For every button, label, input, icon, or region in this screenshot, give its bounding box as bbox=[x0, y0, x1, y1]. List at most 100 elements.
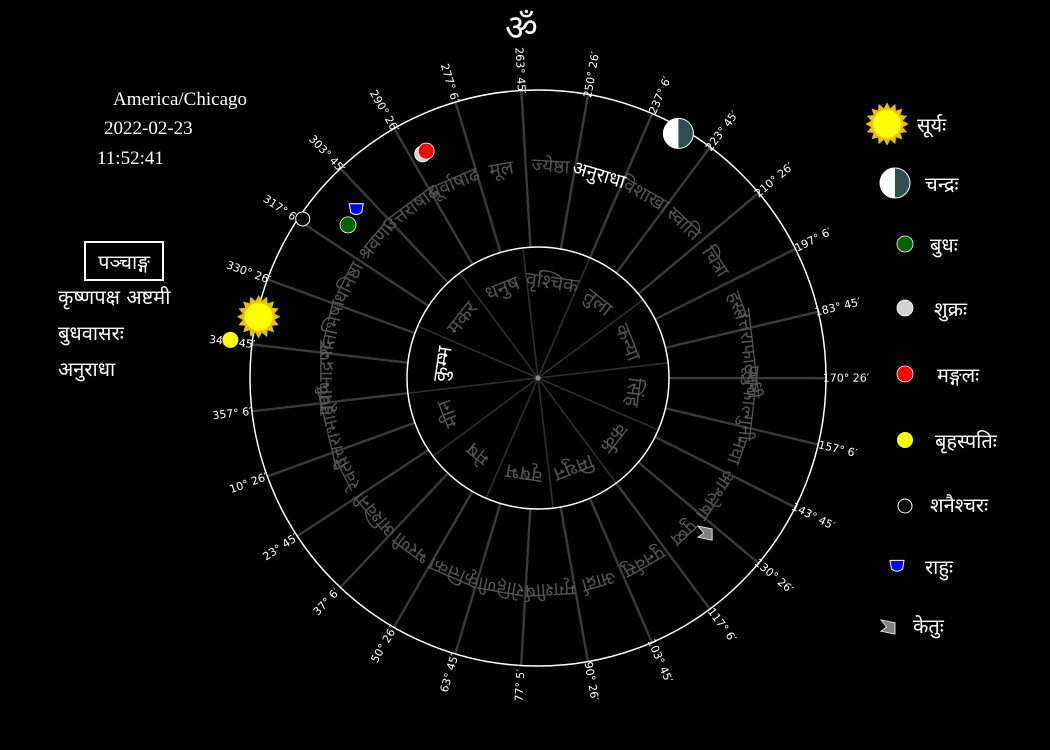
degree-label: 330° 26′ bbox=[225, 258, 274, 286]
nakshatra-label: आश्लेषा bbox=[690, 465, 741, 525]
rashi-label: मिथुन bbox=[549, 449, 597, 488]
nakshatra-label: स्वाति bbox=[662, 202, 707, 246]
rashi-label: कर्क bbox=[595, 419, 633, 458]
planet-brihaspati bbox=[222, 331, 239, 348]
planet-surya bbox=[236, 295, 281, 339]
nakshatra-label: अश्विनी bbox=[348, 486, 401, 543]
legend-label-chandra: चन्द्रः bbox=[925, 172, 960, 196]
rashi-label: धनुष bbox=[482, 270, 524, 306]
outer-circle bbox=[249, 89, 827, 667]
legend-label-brihaspati: बृहस्पतिः bbox=[935, 429, 998, 454]
degree-label: 117° 6′ bbox=[705, 605, 739, 645]
rashi-divider bbox=[522, 247, 539, 379]
nakshatra-divider bbox=[296, 448, 430, 538]
nakshatra-divider bbox=[296, 218, 430, 307]
legend-label-ketu: केतुः bbox=[913, 614, 945, 639]
degree-label: 303° 45′ bbox=[306, 132, 348, 175]
nakshatra-label: धनिष्ठा bbox=[328, 257, 368, 307]
nakshatra-divider bbox=[615, 146, 712, 274]
rashi-divider bbox=[432, 377, 539, 457]
sun-disc bbox=[243, 301, 274, 332]
ring-icon bbox=[897, 498, 913, 514]
rashi-divider bbox=[537, 377, 659, 431]
nakshatra-divider bbox=[392, 490, 474, 628]
degree-label: 37° 6′ bbox=[311, 585, 343, 618]
rashi-label: मेष bbox=[461, 437, 495, 471]
rashi-label: मीन bbox=[431, 395, 464, 431]
nakshatra-divider bbox=[654, 247, 796, 321]
rashi-label: सिंह bbox=[620, 376, 648, 409]
degree-label: 290° 26′ bbox=[367, 88, 402, 135]
nakshatra-label: ज्येष्ठा bbox=[531, 153, 571, 178]
degree-label: 10° 26′ bbox=[228, 470, 270, 496]
nakshatra-label: चित्रा bbox=[697, 241, 735, 282]
rashi-divider bbox=[485, 377, 539, 499]
degree-label: 263° 45′ bbox=[512, 47, 528, 95]
nakshatra-label: अनुराधा bbox=[569, 157, 629, 195]
nakshatra-divider bbox=[393, 127, 474, 266]
vara-label: बुधवासरः bbox=[58, 321, 124, 345]
planet-rahu bbox=[348, 203, 364, 216]
planet-budha bbox=[339, 216, 357, 234]
nakshatra-divider bbox=[339, 167, 450, 284]
legend-label-rahu: राहुः bbox=[925, 555, 954, 581]
degree-label: 130° 26′ bbox=[752, 556, 796, 596]
nakshatra-divider bbox=[665, 407, 819, 446]
nakshatra-divider bbox=[520, 90, 532, 248]
degree-label: 143° 45′ bbox=[789, 500, 837, 533]
legend-label-shukra: शुक्रः bbox=[934, 297, 968, 322]
center-point bbox=[535, 375, 541, 381]
dot-icon bbox=[897, 432, 913, 448]
nakshatra-divider bbox=[559, 506, 590, 662]
dot-icon bbox=[896, 365, 914, 383]
nakshatra-divider bbox=[665, 310, 819, 350]
degree-label: 317° 6′ bbox=[261, 192, 302, 225]
sun-icon bbox=[865, 102, 909, 146]
rashi-label: कुम्भ bbox=[428, 344, 458, 384]
moon-icon bbox=[879, 167, 911, 199]
rashi-divider bbox=[407, 377, 539, 394]
nakshatra-divider bbox=[654, 435, 796, 509]
rashi-label: वृषभ bbox=[503, 458, 544, 488]
rashi-divider bbox=[537, 257, 591, 379]
nakshatra-label: कृत्तिका bbox=[424, 551, 482, 594]
sun-disc bbox=[872, 109, 902, 139]
nakshatra-divider bbox=[251, 343, 409, 364]
degree-label: 357° 6′ bbox=[212, 405, 253, 423]
moon-light bbox=[663, 118, 679, 149]
dot-icon bbox=[896, 235, 914, 253]
degree-label: 183° 45′ bbox=[814, 295, 863, 318]
nakshatra-label: मृगशीर्ष bbox=[523, 576, 576, 603]
planet-mangala bbox=[417, 142, 435, 160]
rashi-divider bbox=[417, 325, 539, 379]
legend-label-surya: सूर्यः bbox=[917, 113, 947, 138]
rashi-label: मकर bbox=[442, 296, 483, 339]
rashi-divider bbox=[537, 377, 617, 484]
tithi-label: कृष्णपक्ष अष्टमी bbox=[58, 285, 171, 309]
nakshatra-divider bbox=[266, 421, 416, 478]
nakshatra-label: पुनर्वसु bbox=[618, 540, 670, 584]
nakshatra-divider bbox=[267, 278, 416, 335]
om-symbol: ॐ bbox=[505, 8, 538, 49]
planet-chandra bbox=[662, 117, 694, 149]
nakshatra-divider bbox=[637, 192, 760, 295]
rashi-divider bbox=[459, 272, 539, 379]
degree-label: 223° 45′ bbox=[703, 108, 742, 153]
legend-label-mangala: मङ्गलः bbox=[937, 363, 980, 387]
degree-label: 277° 6′ bbox=[438, 62, 462, 104]
degree-label: 23° 45′ bbox=[261, 531, 302, 564]
rashi-divider bbox=[537, 362, 669, 379]
nakshatra-divider bbox=[339, 472, 449, 589]
timezone-label: America/Chicago bbox=[113, 89, 248, 110]
nakshatra-label: अनुराधा bbox=[58, 357, 116, 381]
nakshatra-label: मूल bbox=[487, 156, 516, 183]
nakshatra-label: उत्तराफाल्गुनी bbox=[731, 307, 765, 401]
legend-label-shani: शनैश्चरः bbox=[930, 493, 989, 517]
inner-circle bbox=[406, 246, 670, 510]
panchang-title: पञ्चाङ्ग bbox=[84, 241, 164, 281]
planet-ketu bbox=[696, 525, 713, 541]
nakshatra-divider bbox=[588, 113, 654, 259]
nakshatra-divider bbox=[251, 391, 409, 413]
rashi-divider bbox=[537, 299, 644, 379]
